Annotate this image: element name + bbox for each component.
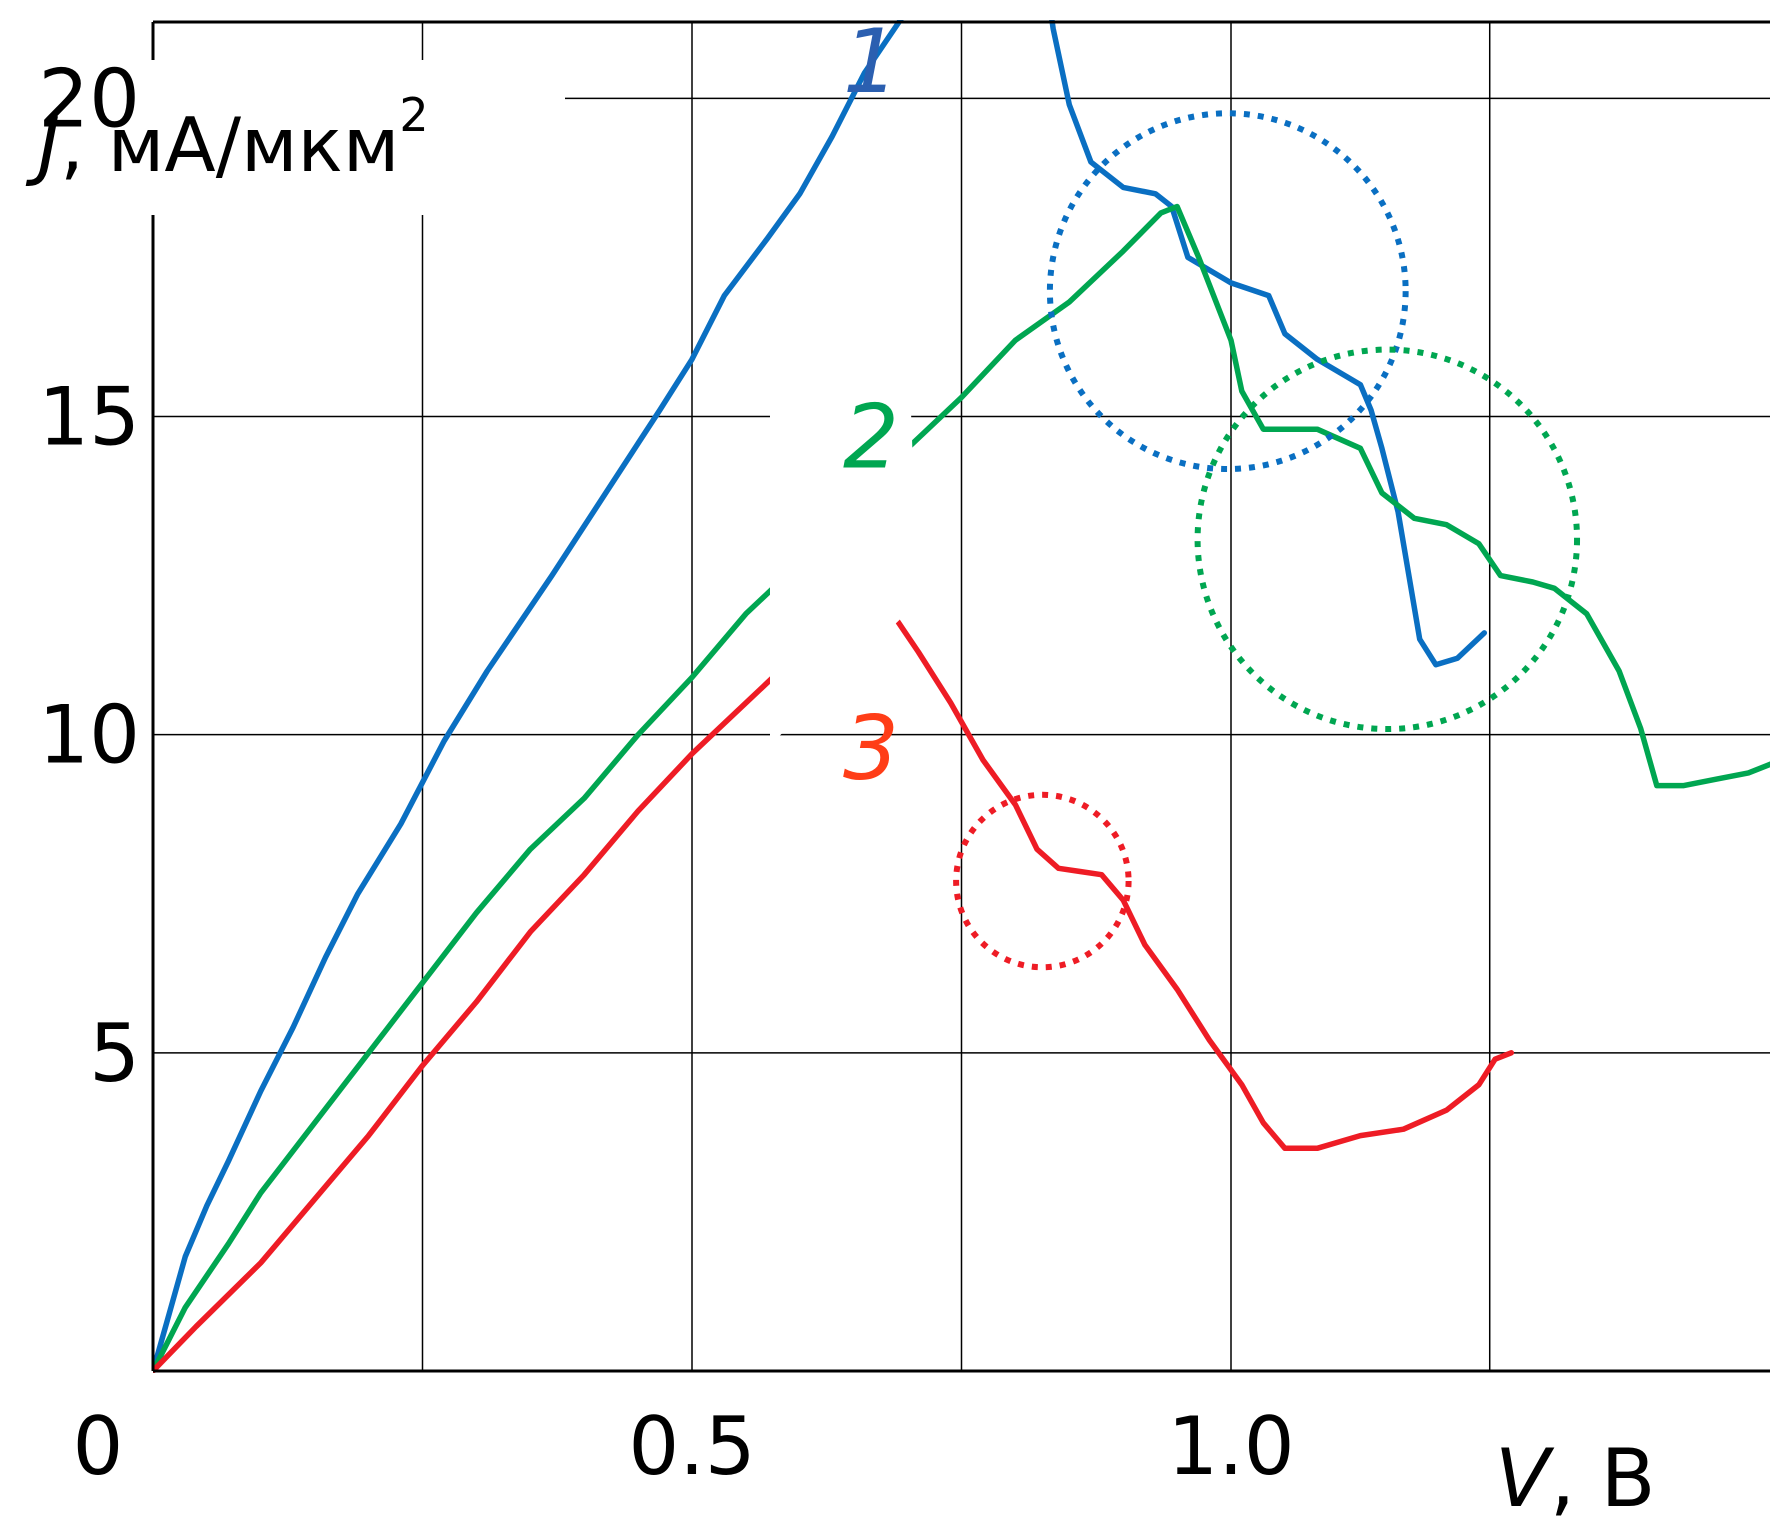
axes xyxy=(151,20,1770,1373)
label-masks xyxy=(20,60,918,920)
series-label-1: 1 xyxy=(843,10,899,113)
y-axis-unit: , мА/мкм xyxy=(60,101,399,189)
y-title-mask xyxy=(20,60,565,215)
series-line-1 xyxy=(153,20,1488,1373)
y-tick-label: 20 xyxy=(38,52,140,145)
label-mask xyxy=(770,248,918,745)
grid-lines xyxy=(153,22,1770,1371)
series-line-2 xyxy=(153,203,1770,1373)
label-mask xyxy=(765,800,915,920)
y-tick-label: 10 xyxy=(38,689,140,782)
x-axis-label: V, В xyxy=(1495,1432,1655,1525)
y-axis-label: J, мА/мкм2 xyxy=(25,88,429,189)
x-axis-unit: , В xyxy=(1550,1432,1656,1525)
dotted-circles xyxy=(953,110,1581,971)
series-label-2: 2 xyxy=(843,385,899,488)
series-line-3 xyxy=(153,598,1515,1373)
curves xyxy=(153,20,1770,1373)
x-axis-variable: V xyxy=(1495,1432,1555,1525)
x-tick-label: 0.5 xyxy=(628,1400,755,1493)
x-tick-label: 0 xyxy=(73,1400,124,1493)
y-tick-label: 15 xyxy=(38,371,140,464)
x-tick-label: 1.0 xyxy=(1167,1400,1294,1493)
labels: J, мА/мкм2 V, В 1 2 3 5 10 15 20 0 0.5 1.0 xyxy=(25,10,1655,1525)
y-axis-unit-exponent: 2 xyxy=(399,88,428,142)
highlight-circle xyxy=(1194,346,1581,733)
y-tick-label: 5 xyxy=(89,1007,140,1100)
highlight-circle xyxy=(1046,110,1409,473)
series-label-3: 3 xyxy=(843,697,899,800)
highlight-circle xyxy=(953,791,1132,971)
